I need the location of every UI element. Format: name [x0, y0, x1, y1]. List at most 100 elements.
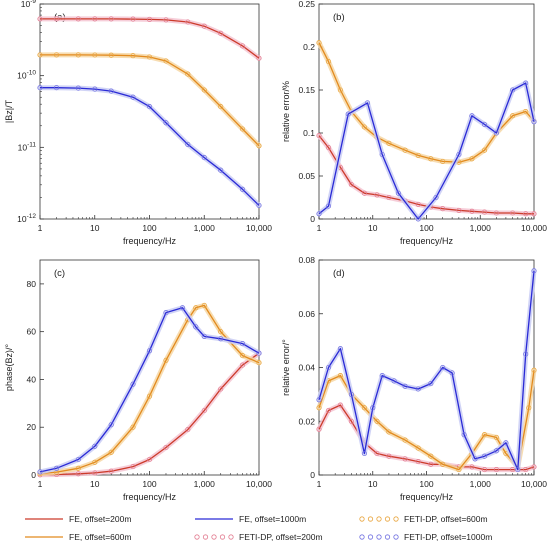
data-point	[130, 94, 136, 100]
legend-marker-swatch	[219, 534, 226, 540]
data-point	[531, 464, 537, 470]
legend-marker-swatch	[202, 534, 209, 540]
legend-marker-swatch	[393, 516, 399, 522]
series-line	[318, 82, 535, 220]
data-point	[92, 52, 98, 58]
data-point	[523, 108, 529, 115]
data-point	[481, 453, 488, 459]
series-fe-offset-1000m	[37, 85, 262, 208]
series-line	[318, 270, 535, 471]
data-point	[481, 209, 488, 215]
data-point	[510, 467, 516, 473]
x-tick-label: 1	[38, 223, 43, 233]
legend-marker-swatch	[376, 534, 382, 540]
data-point	[337, 87, 343, 93]
chart-panel-1: 1 10 100 1,000 10,000 frequency/Hz 10-12 10-11 1…	[4, 0, 272, 246]
y-tick-label: 0.15	[298, 85, 315, 95]
data-point	[428, 461, 434, 467]
data-point	[469, 464, 475, 470]
data-point	[415, 216, 421, 222]
data-point	[316, 211, 322, 217]
data-point	[503, 440, 509, 446]
data-point	[316, 405, 322, 411]
y-tick-label: 60	[27, 327, 37, 337]
data-point	[193, 324, 199, 330]
series-line	[39, 352, 260, 476]
data-point	[108, 16, 114, 22]
data-point	[428, 453, 434, 459]
data-point	[37, 16, 43, 22]
series-band	[37, 52, 262, 149]
series-fe-offset-600m	[37, 52, 262, 149]
data-point	[374, 450, 380, 457]
data-point	[146, 456, 153, 463]
series-band	[37, 350, 262, 478]
data-point	[337, 346, 343, 352]
y-tick-label: 0.25	[298, 0, 315, 9]
x-tick-label: 100	[142, 479, 156, 489]
data-point	[146, 104, 153, 110]
x-tick-label: 1,000	[470, 223, 492, 233]
data-point	[108, 449, 114, 455]
data-point	[316, 397, 322, 403]
data-point	[316, 133, 322, 139]
data-point	[92, 443, 98, 449]
data-point	[402, 456, 408, 462]
series-fe-offset-200m	[316, 402, 537, 473]
legend-marker-swatch	[228, 534, 234, 540]
data-point	[440, 206, 446, 212]
data-point	[364, 100, 371, 106]
y-tick-label: 80	[27, 279, 37, 289]
y-tick-label: 0.06	[298, 309, 315, 319]
data-point	[146, 348, 153, 354]
y-tick-label: 20	[27, 422, 37, 432]
data-point	[493, 130, 499, 136]
data-point	[316, 426, 322, 432]
data-point	[201, 407, 207, 414]
data-point	[440, 461, 446, 467]
data-point	[493, 434, 499, 440]
panel-label: (d)	[333, 268, 345, 279]
data-point	[239, 126, 246, 132]
legend-label: FETI-DP, offset=200m	[239, 532, 323, 542]
data-point	[75, 471, 81, 477]
data-point	[325, 407, 332, 414]
series-fe-offset-1000m	[37, 305, 262, 475]
series-line	[318, 42, 535, 163]
data-point	[108, 52, 114, 58]
series-fe-offset-200m	[37, 16, 262, 61]
data-point	[325, 203, 332, 209]
y-tick-label: 10-11	[18, 141, 37, 152]
data-point	[531, 119, 537, 125]
legend-marker-swatch	[384, 516, 391, 522]
data-point	[201, 155, 207, 161]
x-tick-label: 10	[90, 479, 100, 489]
legend-marker-swatch	[367, 516, 374, 522]
y-axis-label: relative error/°	[281, 339, 291, 396]
legend-item: FE, offset=600m	[25, 532, 131, 542]
data-point	[130, 53, 136, 59]
data-point	[75, 465, 81, 471]
data-point	[461, 432, 467, 438]
data-point	[163, 444, 169, 451]
data-point	[415, 201, 421, 207]
data-point	[218, 167, 224, 173]
data-point	[218, 386, 224, 392]
data-point	[370, 405, 376, 411]
data-point	[92, 470, 98, 476]
y-tick-label: 0.2	[303, 42, 315, 52]
legend-marker-swatch	[393, 534, 399, 540]
data-point	[348, 391, 354, 397]
data-point	[531, 211, 537, 217]
data-point	[239, 362, 246, 368]
data-point	[163, 120, 169, 126]
data-point	[379, 373, 385, 379]
x-axis-label: frequency/Hz	[123, 236, 177, 246]
series-line	[40, 54, 260, 147]
data-point	[163, 357, 169, 363]
data-point	[185, 71, 191, 77]
data-point	[348, 182, 354, 188]
x-axis-label: frequency/Hz	[400, 492, 454, 502]
y-tick-label: 0.02	[298, 416, 315, 426]
